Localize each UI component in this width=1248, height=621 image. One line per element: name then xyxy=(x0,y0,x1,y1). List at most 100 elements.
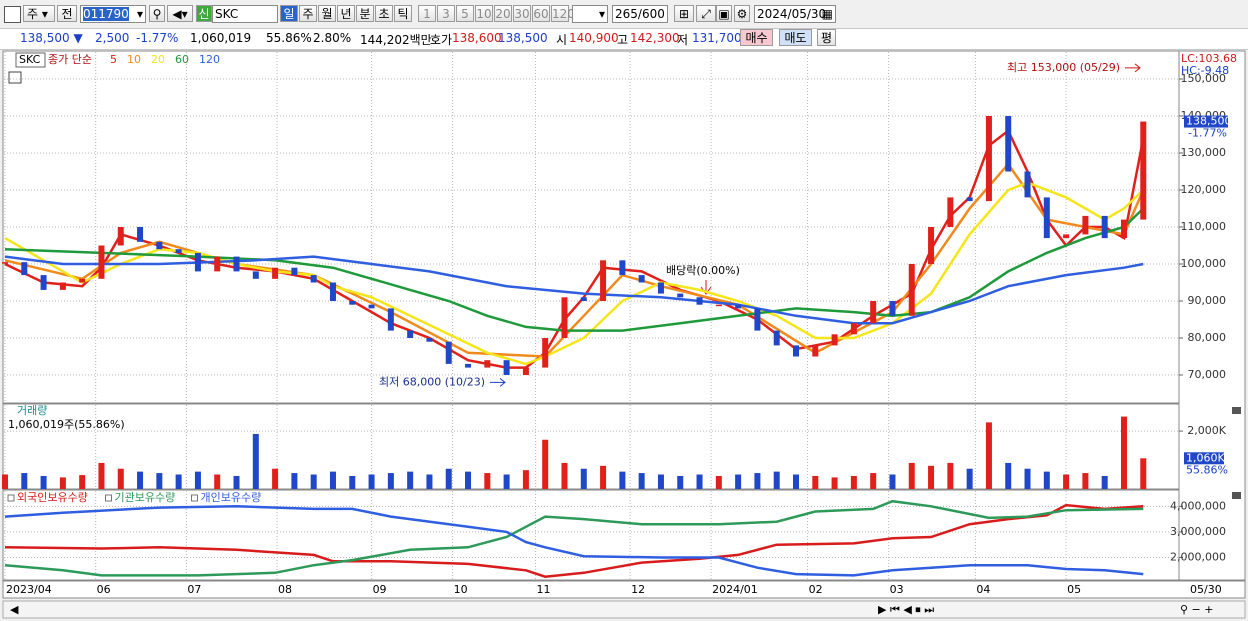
minute-button[interactable]: 5 xyxy=(456,5,474,22)
volume-bar xyxy=(272,468,279,489)
candle xyxy=(2,262,8,264)
interval-button[interactable]: 년 xyxy=(337,5,355,22)
candle xyxy=(465,363,472,368)
minute-button[interactable]: 3 xyxy=(437,5,455,22)
interval-button[interactable]: 초 xyxy=(375,5,393,22)
candle xyxy=(137,227,144,242)
date-box[interactable]: 2024/05/30 ▦ xyxy=(754,5,836,23)
legend-entry: 10 xyxy=(127,53,141,66)
count-box[interactable]: 265/600 xyxy=(612,5,668,23)
sound-button[interactable]: ◀▾ xyxy=(167,5,193,22)
scrollbar[interactable] xyxy=(2,600,1246,619)
volume-bar xyxy=(310,474,317,489)
panel-close[interactable] xyxy=(1232,407,1241,414)
legend-entry: 기관보유수량 xyxy=(115,491,176,504)
menu-icon[interactable] xyxy=(4,6,21,23)
chart: ◀ ▶ ⏮ ◀ ⏹ ⏭ ⚲ − + SKC 종가 단순 LC:103.68 HC… xyxy=(2,50,1246,619)
volume-bar xyxy=(928,465,935,489)
minute-button[interactable]: 30 xyxy=(513,5,531,22)
minute-button[interactable]: 1 xyxy=(418,5,436,22)
stock-name[interactable]: SKC xyxy=(212,5,278,23)
volume-bar xyxy=(137,471,144,489)
volume-bar xyxy=(40,475,47,489)
x-tick-label: 2023/04 xyxy=(6,583,52,596)
zoom-tools[interactable]: ⚲ − + xyxy=(1180,603,1213,616)
volume-ratio-label: 55.86% xyxy=(1186,463,1228,476)
volume-bar xyxy=(831,477,838,489)
volume-bar xyxy=(484,473,491,489)
series-line xyxy=(4,503,1144,578)
tool-icon[interactable]: ⤢ xyxy=(696,5,716,22)
table-icon[interactable] xyxy=(8,71,22,84)
legend-swatch xyxy=(7,494,15,502)
volume-bar xyxy=(175,474,182,489)
candle xyxy=(291,267,298,276)
volume-bar xyxy=(233,475,240,489)
sell-button[interactable]: 매도 xyxy=(779,29,812,46)
settings-icon[interactable]: ⚙ xyxy=(734,5,750,22)
volume-bar xyxy=(368,474,375,489)
candle xyxy=(773,330,780,346)
scroll-right[interactable]: ▶ ⏮ ◀ ⏹ ⏭ xyxy=(878,603,934,616)
y-tick-label: 120,000 xyxy=(1181,183,1227,196)
interval-button[interactable]: 틱 xyxy=(394,5,412,22)
candle xyxy=(1101,215,1108,239)
right-axis xyxy=(1178,50,1246,581)
volume-bar xyxy=(812,475,819,489)
volume-bar xyxy=(156,473,163,489)
candle xyxy=(98,245,105,279)
interval-button[interactable]: 분 xyxy=(356,5,374,22)
minute-button[interactable]: 60 xyxy=(532,5,550,22)
minute-button[interactable]: 20 xyxy=(494,5,512,22)
y-tick-label: 4,000,000 xyxy=(1170,499,1226,512)
volume-title: 거래량 xyxy=(17,404,47,417)
legend-entry: 5 xyxy=(110,53,117,66)
candle xyxy=(966,197,973,202)
blank-select[interactable]: ▾ xyxy=(572,5,608,23)
candle xyxy=(407,330,414,338)
volume-bar xyxy=(735,474,742,489)
y-tick-label: 3,000,000 xyxy=(1170,525,1226,538)
candle xyxy=(1043,197,1050,239)
volume-bar xyxy=(677,475,684,489)
interval-button[interactable]: 일 xyxy=(280,5,298,22)
panel-close[interactable] xyxy=(1232,492,1241,499)
volume-bar xyxy=(387,473,394,489)
code-input[interactable]: 011790 ▾ xyxy=(80,5,146,23)
minute-button[interactable]: 10 xyxy=(475,5,493,22)
volume-bar xyxy=(1082,473,1089,489)
y-tick-label: 90,000 xyxy=(1188,294,1227,307)
search-button[interactable]: ⚲ xyxy=(149,5,165,22)
x-tick-label: 03 xyxy=(890,583,904,596)
buy-button[interactable]: 매수 xyxy=(740,29,773,46)
candle xyxy=(445,341,452,364)
y-tick-label: 150,000 xyxy=(1181,72,1227,85)
interval-button[interactable]: 주 xyxy=(299,5,317,22)
volume-bar xyxy=(98,462,105,489)
candle xyxy=(735,304,742,309)
y-tick-label: 80,000 xyxy=(1188,331,1227,344)
candle xyxy=(831,334,838,346)
volume-bar xyxy=(1140,458,1147,489)
candle xyxy=(677,293,684,298)
volume-bar xyxy=(889,474,896,489)
save-icon[interactable]: ▣ xyxy=(716,5,732,22)
legend-entry: 60 xyxy=(175,53,189,66)
low-annotation: 최저 68,000 (10/23) xyxy=(379,375,485,388)
y-tick-label: 130,000 xyxy=(1181,146,1227,159)
volume-bar xyxy=(850,475,857,489)
open-label: 시 xyxy=(556,33,568,47)
interval-button[interactable]: 월 xyxy=(318,5,336,22)
scroll-left[interactable]: ◀ xyxy=(10,603,19,616)
minute-button[interactable]: 120 xyxy=(551,5,575,22)
candle xyxy=(79,278,86,283)
candle xyxy=(214,256,221,272)
high-arrow xyxy=(1125,63,1141,73)
avg-button[interactable]: 평 xyxy=(817,29,836,46)
period-select[interactable]: 주 ▾ xyxy=(23,5,55,22)
tool-icon[interactable]: ⊞ xyxy=(674,5,694,22)
volume-bar xyxy=(1120,416,1127,489)
prev-button[interactable]: 전 xyxy=(57,5,77,22)
x-tick-label: 12 xyxy=(631,583,645,596)
